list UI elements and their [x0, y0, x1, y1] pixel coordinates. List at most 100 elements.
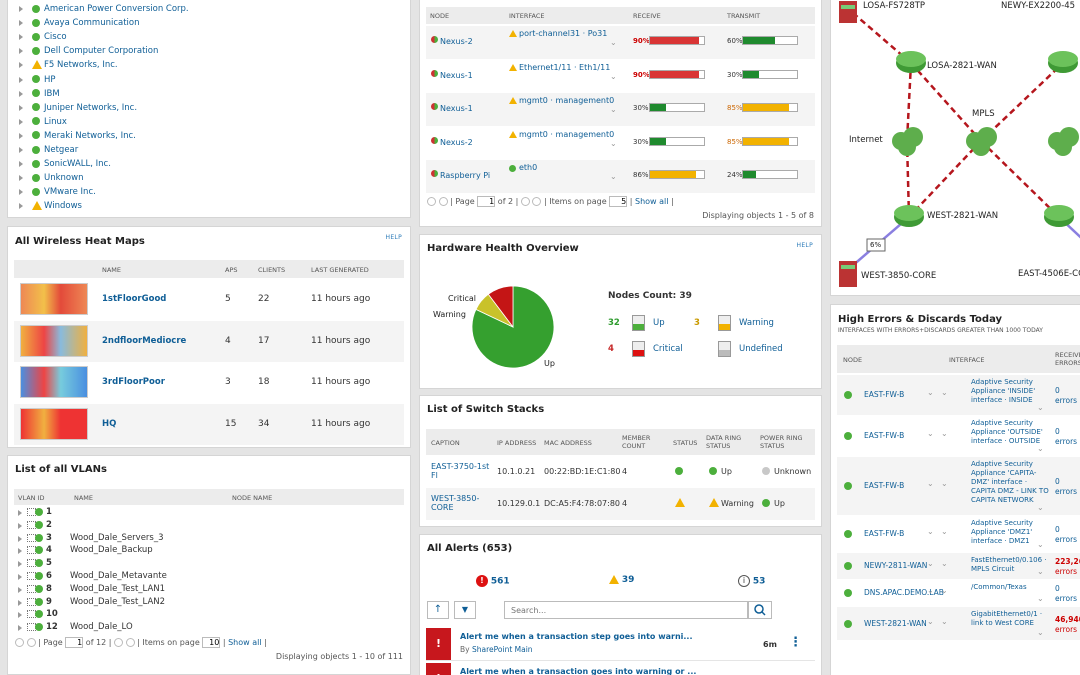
col-node[interactable]: NODE — [430, 12, 450, 20]
interface-link[interactable]: FastEthernet0/0.106 · MPLS Circuit — [971, 556, 1047, 573]
expand-arrow-icon[interactable] — [19, 76, 23, 83]
expand-arrow-icon[interactable] — [18, 535, 22, 542]
expand-arrow-icon[interactable] — [19, 90, 23, 97]
col-status[interactable]: STATUS — [673, 439, 698, 447]
vendor-item[interactable]: American Power Conversion Corp. — [19, 2, 410, 16]
expand-arrow-icon[interactable] — [19, 175, 23, 182]
legend-label[interactable]: Undefined — [739, 344, 783, 354]
node-link[interactable]: NEWY-2811-WAN — [864, 561, 928, 570]
col-data-ring[interactable]: DATA RING STATUS — [706, 434, 742, 450]
vendor-label[interactable]: HP — [44, 74, 56, 85]
vlan-row[interactable]: 5 — [18, 558, 410, 570]
node-link[interactable]: Nexus-1 — [440, 70, 473, 80]
expand-arrow-icon[interactable] — [19, 34, 23, 41]
vlan-row[interactable]: 1 — [18, 507, 410, 519]
vendor-label[interactable]: IBM — [44, 88, 60, 99]
vendor-item[interactable]: HP — [19, 73, 410, 87]
help-link[interactable]: HELP — [385, 234, 402, 241]
vendor-item[interactable]: Netgear — [19, 143, 410, 157]
chevron-down-icon[interactable]: ⌄ — [1037, 403, 1044, 412]
alerts-search-input[interactable] — [504, 601, 748, 619]
map-node-label[interactable]: Internet — [849, 135, 883, 145]
vendor-label[interactable]: Cisco — [44, 32, 67, 43]
map-node-label[interactable]: LOSA-2821-WAN — [927, 61, 997, 71]
vendor-item[interactable]: Meraki Networks, Inc. — [19, 129, 410, 143]
vendor-item[interactable]: SonicWALL, Inc. — [19, 157, 410, 171]
expand-arrow-icon[interactable] — [18, 548, 22, 555]
chevron-down-icon[interactable]: ⌄ — [927, 479, 934, 488]
chevron-down-icon[interactable]: ⌄ — [1037, 444, 1044, 453]
col-caption[interactable]: CAPTION — [431, 439, 460, 447]
heatmap-thumbnail[interactable] — [20, 283, 88, 315]
col-vlan-id[interactable]: VLAN ID — [18, 494, 45, 502]
vendor-item[interactable]: Juniper Networks, Inc. — [19, 101, 410, 115]
alert-item[interactable]: ! Alert me when a transaction step goes i… — [426, 628, 815, 661]
vlan-row[interactable]: 12 Wood_Dale_LO — [18, 622, 410, 634]
heatmap-name-link[interactable]: 3rdFloorPoor — [102, 377, 165, 387]
interface-link[interactable]: Adaptive Security Appliance 'CAPITA-DMZ'… — [971, 460, 1049, 504]
expand-arrow-icon[interactable] — [18, 625, 22, 632]
col-mac[interactable]: MAC ADDRESS — [544, 439, 592, 447]
expand-arrow-icon[interactable] — [18, 612, 22, 619]
interface-link[interactable]: GigabitEthernet0/1 · link to West CORE — [971, 610, 1043, 627]
expand-arrow-icon[interactable] — [19, 203, 23, 210]
chevron-down-icon[interactable]: ⌄ — [1037, 594, 1044, 603]
page-input[interactable] — [477, 196, 496, 207]
vendor-label[interactable]: Netgear — [44, 145, 79, 155]
col-node[interactable]: NODE — [843, 356, 863, 364]
next-page-icon[interactable] — [520, 197, 530, 206]
col-interface[interactable]: INTERFACE — [949, 356, 985, 364]
legend-label[interactable]: Warning — [739, 318, 774, 328]
map-node-label[interactable]: LOSA-FS728TP — [863, 1, 926, 11]
vendor-item[interactable]: Linux — [19, 115, 410, 129]
alert-source-link[interactable]: SharePoint Main — [472, 645, 533, 654]
chevron-down-icon[interactable]: ⌄ — [1037, 628, 1044, 637]
first-page-icon[interactable] — [15, 638, 24, 647]
vendor-label[interactable]: Dell Computer Corporation — [44, 46, 159, 57]
alert-title-link[interactable]: Alert me when a transaction step goes in… — [460, 632, 693, 641]
node-link[interactable]: Nexus-2 — [440, 37, 473, 46]
col-name[interactable]: NAME — [102, 266, 122, 274]
vendor-label[interactable]: Avaya Communication — [44, 18, 140, 29]
alert-title-link[interactable]: Alert me when a transaction goes into wa… — [460, 667, 697, 675]
stack-caption-link[interactable]: WEST-3850-CORE — [431, 494, 480, 512]
chevron-down-icon[interactable]: ⌄ — [610, 138, 617, 148]
items-input[interactable] — [202, 637, 221, 648]
vlan-row[interactable]: 10 — [18, 609, 410, 621]
chevron-down-icon[interactable]: ⌄ — [941, 429, 948, 438]
map-node-label[interactable]: EAST-4506E-CO — [1018, 269, 1080, 279]
interface-link[interactable]: mgmt0 · management0 — [519, 96, 615, 105]
expand-arrow-icon[interactable] — [19, 189, 23, 196]
col-receive-errors[interactable]: RECEIVE ERRORS — [1055, 351, 1080, 367]
items-input[interactable] — [609, 196, 628, 207]
vendor-item[interactable]: Avaya Communication — [19, 16, 410, 30]
vendor-label[interactable]: Windows — [44, 201, 82, 212]
expand-arrow-icon[interactable] — [18, 522, 22, 529]
col-transmit[interactable]: TRANSMIT — [727, 12, 761, 20]
chevron-down-icon[interactable]: ⌄ — [610, 38, 617, 47]
col-name[interactable]: NAME — [74, 494, 94, 502]
more-options-icon[interactable]: ⋮ — [789, 635, 802, 650]
expand-arrow-icon[interactable] — [18, 574, 22, 580]
legend-label[interactable]: Critical — [653, 344, 683, 354]
vendor-label[interactable]: Juniper Networks, Inc. — [44, 102, 138, 113]
last-page-icon[interactable] — [125, 638, 135, 647]
vendor-item[interactable]: Unknown — [19, 171, 410, 185]
prev-page-icon[interactable] — [438, 197, 448, 206]
last-page-icon[interactable] — [532, 197, 542, 206]
vendor-label[interactable]: VMware Inc. — [44, 187, 96, 198]
expand-arrow-icon[interactable] — [19, 118, 23, 125]
chevron-down-icon[interactable]: ⌄ — [941, 616, 948, 626]
chevron-down-icon[interactable]: ⌄ — [941, 559, 948, 568]
vendor-item[interactable]: Cisco — [19, 30, 410, 44]
chevron-down-icon[interactable]: ⌄ — [941, 388, 948, 397]
node-link[interactable]: EAST-FW-B — [864, 431, 905, 440]
sort-dropdown-button[interactable]: ▼ — [454, 601, 476, 619]
interface-link[interactable]: port-channel31 · Po31 — [519, 29, 608, 38]
expand-arrow-icon[interactable] — [19, 161, 23, 168]
expand-arrow-icon[interactable] — [18, 599, 22, 606]
col-interface[interactable]: INTERFACE — [509, 12, 545, 20]
node-link[interactable]: Raspberry Pi — [440, 171, 491, 180]
heatmap-name-link[interactable]: 1stFloorGood — [102, 294, 167, 304]
pie-slice-critical[interactable] — [487, 285, 514, 329]
